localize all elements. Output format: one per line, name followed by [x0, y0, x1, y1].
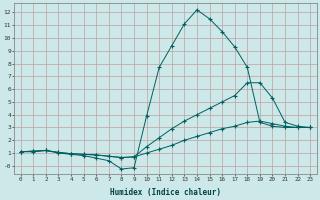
X-axis label: Humidex (Indice chaleur): Humidex (Indice chaleur) [110, 188, 221, 197]
